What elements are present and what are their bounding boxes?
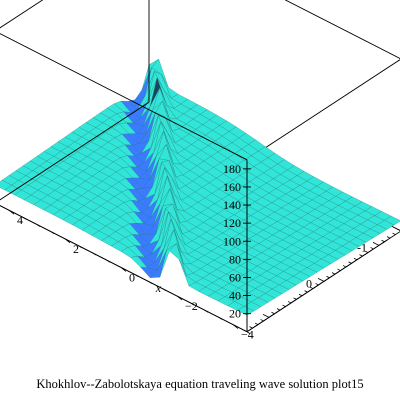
x-tick-mark: [176, 295, 183, 301]
box-edge: [0, 0, 44, 29]
y-tick-mark: [293, 297, 297, 300]
x-tick-mark: [8, 209, 15, 215]
z-tick-label: 180: [223, 162, 241, 176]
z-tick-label: 100: [223, 234, 241, 248]
chart-title: Khokhlov--Zabolotskaya equation travelin…: [36, 377, 364, 391]
y-tick-label: 0: [306, 276, 312, 290]
x-tick-mark: [22, 217, 27, 220]
x-tick-mark: [204, 309, 209, 313]
box-edge: [0, 33, 248, 161]
x-tick-label: −4: [241, 328, 254, 342]
y-tick-mark: [282, 304, 286, 307]
wave-surface: [0, 58, 400, 316]
z-tick-label: 20: [229, 307, 241, 321]
x-axis-label: x: [155, 281, 162, 295]
y-tick-mark: [317, 277, 325, 282]
x-tick-label: 0: [129, 270, 135, 284]
y-tick-mark: [298, 293, 303, 297]
y-tick-mark: [331, 272, 336, 275]
y-tick-mark: [392, 232, 396, 235]
tick-labels: 20 40 60 80 100 120 140 160 180 -1 0 −4 −2 0 2 4 x: [17, 162, 367, 342]
y-tick-mark: [348, 261, 352, 264]
y-tick-mark: [271, 311, 275, 315]
x-tick-label: −2: [185, 299, 198, 313]
x-tick-mark: [106, 259, 111, 263]
y-tick-mark: [372, 241, 380, 246]
y-tick-mark: [386, 236, 391, 239]
x-tick-mark: [232, 324, 239, 329]
x-tick-mark: [148, 281, 153, 285]
y-tick-mark: [276, 308, 281, 311]
x-tick-mark: [120, 267, 127, 272]
y-tick-mark: [262, 313, 270, 318]
z-tick-label: 60: [229, 270, 241, 284]
y-tick-mark: [381, 239, 385, 243]
x-tick-mark: [64, 238, 71, 244]
y-tick-mark: [287, 301, 292, 304]
z-tick-label: 80: [229, 252, 241, 266]
z-tick-label: 160: [223, 180, 241, 194]
x-tick-mark: [92, 252, 97, 256]
x-tick-mark: [218, 317, 223, 320]
y-tick-mark: [337, 268, 341, 271]
y-tick-mark: [309, 286, 314, 289]
y-axis-line: [246, 239, 388, 333]
z-tick-label: 140: [223, 198, 241, 212]
axes: [0, 163, 400, 335]
x-tick-label: 2: [73, 242, 79, 256]
y-tick-mark: [359, 254, 363, 257]
box-edge: [246, 59, 400, 161]
box-edge: [284, 0, 400, 59]
x-tick-mark: [162, 288, 167, 292]
y-tick-mark: [260, 319, 264, 322]
y-tick-mark: [254, 322, 259, 325]
z-tick-label: 40: [229, 289, 241, 303]
y-tick-mark: [342, 265, 347, 268]
y-tick-mark: [304, 290, 308, 293]
x-tick-mark: [50, 231, 55, 234]
y-tick-mark: [326, 275, 330, 279]
x-tick-mark: [134, 274, 139, 277]
y-tick-mark: [353, 257, 358, 261]
x-tick-label: 4: [17, 213, 23, 227]
z-tick-label: 120: [223, 216, 241, 230]
y-tick-mark: [249, 326, 253, 329]
x-tick-mark: [246, 331, 251, 335]
y-tick-label: -1: [357, 240, 367, 254]
x-tick-mark: [190, 302, 195, 306]
x-tick-mark: [36, 224, 41, 227]
y-tick-mark: [364, 250, 369, 253]
y-tick-mark: [315, 283, 319, 286]
x-tick-mark: [78, 245, 83, 249]
y-tick-mark: [370, 247, 374, 250]
box-edge: [0, 101, 150, 201]
